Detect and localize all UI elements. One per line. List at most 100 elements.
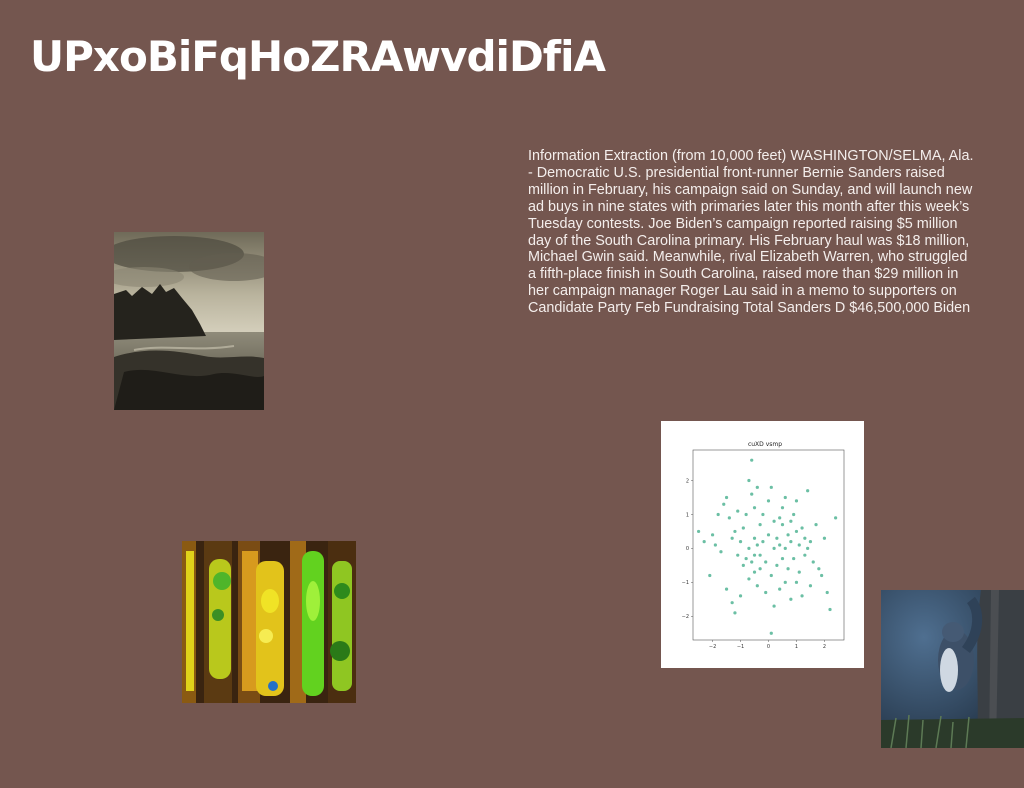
scatter-point [702,540,706,544]
lava-lamps-photo [182,541,356,703]
scatter-point [724,587,729,591]
scatter-point [719,550,723,554]
scatter-point [741,563,745,567]
scatter-point [758,553,762,557]
scatter-point [778,543,782,547]
scatter-point [780,523,785,527]
scatter-point [806,546,810,550]
y-tick-label: 0 [686,546,689,552]
scatter-point [747,546,751,550]
scatter-point [800,526,804,530]
scatter-chart: cuXD vsmp −2 −1 0 1 2 −2 −1 0 1 2 [661,421,864,668]
scatter-point [783,495,787,500]
scatter-point [825,590,829,595]
squirrel-photo [881,590,1024,748]
scatter-point [789,519,793,523]
scatter-point [730,601,734,605]
scatter-point [808,540,813,544]
x-tick-label: 1 [795,644,798,650]
scatter-point [750,492,754,496]
scatter-point [792,556,796,561]
scatter-point [730,536,734,540]
page-title: UPxoBiFqHoZRAwvdiDfiA [30,32,606,81]
x-tick-label: 2 [823,644,826,650]
scatter-point [780,506,785,510]
scatter-point [752,570,757,574]
scatter-point [761,540,765,544]
article-line: - Democratic U.S. presidential front-run… [528,164,945,181]
scatter-point [794,499,799,503]
scatter-point [803,553,807,557]
scatter-point [752,536,757,540]
article-text: Information Extraction (from 10,000 feet… [528,148,1024,328]
y-tick-label: 1 [686,512,689,518]
article-line: Michael Gwin said. Meanwhile, rival Eliz… [528,249,968,266]
scatter-point [758,567,762,571]
scatter-point [772,604,776,608]
scatter-point [772,546,776,550]
scatter-point [752,506,757,510]
scatter-point [794,580,799,584]
scatter-point [727,516,731,520]
scatter-point [713,543,717,547]
scatter-point [778,587,782,591]
x-tick-label: −2 [709,644,716,650]
article-line: million in February, his campaign said o… [528,181,973,198]
scatter-point [755,485,759,489]
scatter-point [758,523,762,527]
scatter-point [764,590,768,595]
scatter-point [750,560,754,564]
article-line: Candidate Party Feb Fundraising Total Sa… [528,300,971,317]
scatter-point [769,631,773,635]
scatter-point [817,567,821,571]
sea-cliff-photo [114,232,264,410]
scatter-point [696,529,701,534]
scatter-point [738,594,743,598]
scatter-point [769,485,773,489]
scatter-point [800,594,804,598]
scatter-point [789,597,793,601]
scatter-point [736,509,740,513]
scatter-point [752,553,757,557]
scatter-point [755,584,759,588]
scatter-point [803,536,807,540]
scatter-point [747,478,751,483]
scatter-point [769,573,773,578]
y-tick-label: −2 [682,614,689,620]
scatter-point [722,502,726,506]
scatter-point [814,523,818,527]
scatter-point [750,458,754,462]
scatter-point [828,607,832,612]
scatter-point [764,560,768,564]
scatter-point [786,533,790,537]
scatter-point [786,567,790,571]
scatter-point [744,512,748,517]
scatter-point [811,560,815,564]
scatter-point [755,543,759,547]
chart-title: cuXD vsmp [748,441,782,448]
article-line: Tuesday contests. Joe Biden’s campaign r… [528,215,958,232]
article-line: a fifth-place finish in South Carolina, … [528,266,959,283]
scatter-point [733,529,737,534]
scatter-point [733,611,737,615]
scatter-point [708,573,712,578]
x-tick-label: −1 [737,644,744,650]
scatter-point [806,489,810,493]
scatter-point [797,543,801,547]
scatter-point [744,556,748,561]
scatter-point [780,556,785,561]
scatter-point [710,533,715,537]
scatter-point [736,553,740,557]
scatter-point [775,536,779,540]
article-line: her campaign manager Roger Lau said in a… [528,283,957,300]
article-line: day of the South Carolina primary. His F… [528,232,970,249]
scatter-point [783,546,787,550]
scatter-point [789,540,793,544]
scatter-point [716,512,720,517]
scatter-point [761,512,765,517]
scatter-point [820,573,824,578]
scatter-point [766,533,771,537]
scatter-points [696,458,838,635]
scatter-point [741,526,745,530]
scatter-point [738,540,743,544]
